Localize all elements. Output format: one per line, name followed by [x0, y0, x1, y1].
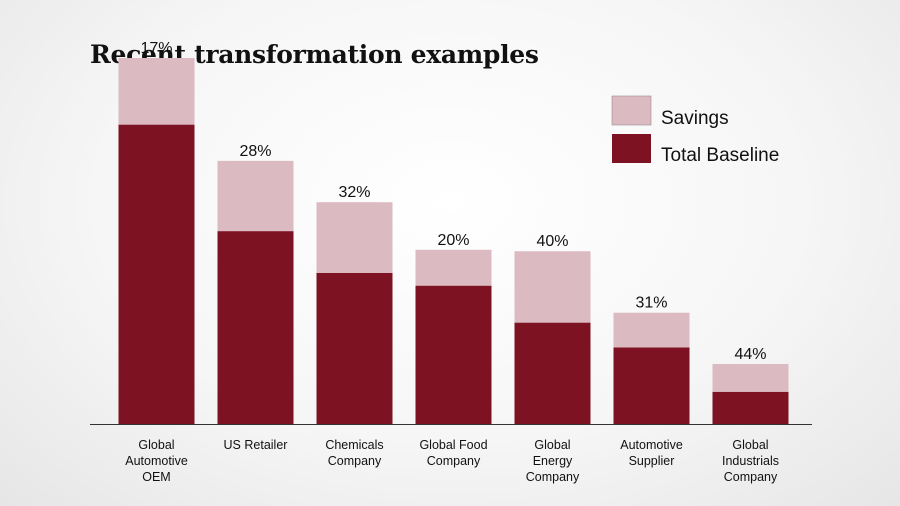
category-label-line: Company [724, 470, 778, 484]
category-label-6: Automotive Supplier [620, 438, 683, 468]
bar-savings-2 [217, 160, 294, 232]
data-label-6: 31% [635, 295, 667, 312]
labels-layer: 17% Global Automotive OEM 28% US Retailer 32% C… [125, 40, 779, 484]
bar-total-baseline-5 [514, 322, 591, 424]
category-label-line: Company [328, 454, 382, 468]
bar-savings-6 [613, 312, 690, 348]
category-label-7: Global Industrials Company [722, 438, 779, 484]
category-label-line: US Retailer [224, 438, 288, 452]
category-label-line: Global [732, 438, 768, 452]
legend: Savings Total Baseline [611, 95, 779, 166]
legend-swatch-total-baseline [612, 134, 651, 163]
bar-total-baseline-4 [415, 285, 492, 424]
data-label-1: 17% [140, 40, 172, 57]
bar-total-baseline-1 [118, 124, 195, 424]
bar-total-baseline-7 [712, 391, 789, 424]
bar-total-baseline-2 [217, 231, 294, 424]
bar-total-baseline-6 [613, 347, 690, 424]
category-label-line: Supplier [629, 454, 675, 468]
category-label-line: Global Food [419, 438, 487, 452]
category-label-line: Company [526, 470, 580, 484]
category-label-line: Industrials [722, 454, 779, 468]
category-label-1: Global Automotive OEM [125, 438, 188, 484]
data-label-5: 40% [536, 233, 568, 250]
category-label-5: Global Energy Company [526, 438, 580, 484]
bar-savings-7 [712, 363, 789, 392]
data-label-4: 20% [437, 232, 469, 249]
category-label-2: US Retailer [224, 438, 288, 452]
category-label-3: Chemicals Company [325, 438, 383, 468]
category-label-line: Energy [533, 454, 573, 468]
data-label-2: 28% [239, 143, 271, 160]
category-label-line: Global [534, 438, 570, 452]
category-label-line: Chemicals [325, 438, 383, 452]
category-label-line: Automotive [125, 454, 188, 468]
category-label-line: Automotive [620, 438, 683, 452]
bar-savings-4 [415, 249, 492, 286]
bar-savings-1 [118, 58, 195, 125]
legend-swatch-savings [611, 95, 652, 126]
bars-layer [118, 58, 789, 424]
category-label-line: Global [138, 438, 174, 452]
bar-total-baseline-3 [316, 272, 393, 424]
legend-label-savings: Savings [661, 108, 729, 129]
category-label-4: Global Food Company [419, 438, 487, 468]
category-label-line: OEM [142, 470, 170, 484]
category-label-line: Company [427, 454, 481, 468]
data-label-3: 32% [338, 184, 370, 201]
bar-savings-3 [316, 202, 393, 273]
legend-label-total-baseline: Total Baseline [661, 145, 779, 166]
bar-savings-5 [514, 251, 591, 323]
data-label-7: 44% [734, 346, 766, 363]
